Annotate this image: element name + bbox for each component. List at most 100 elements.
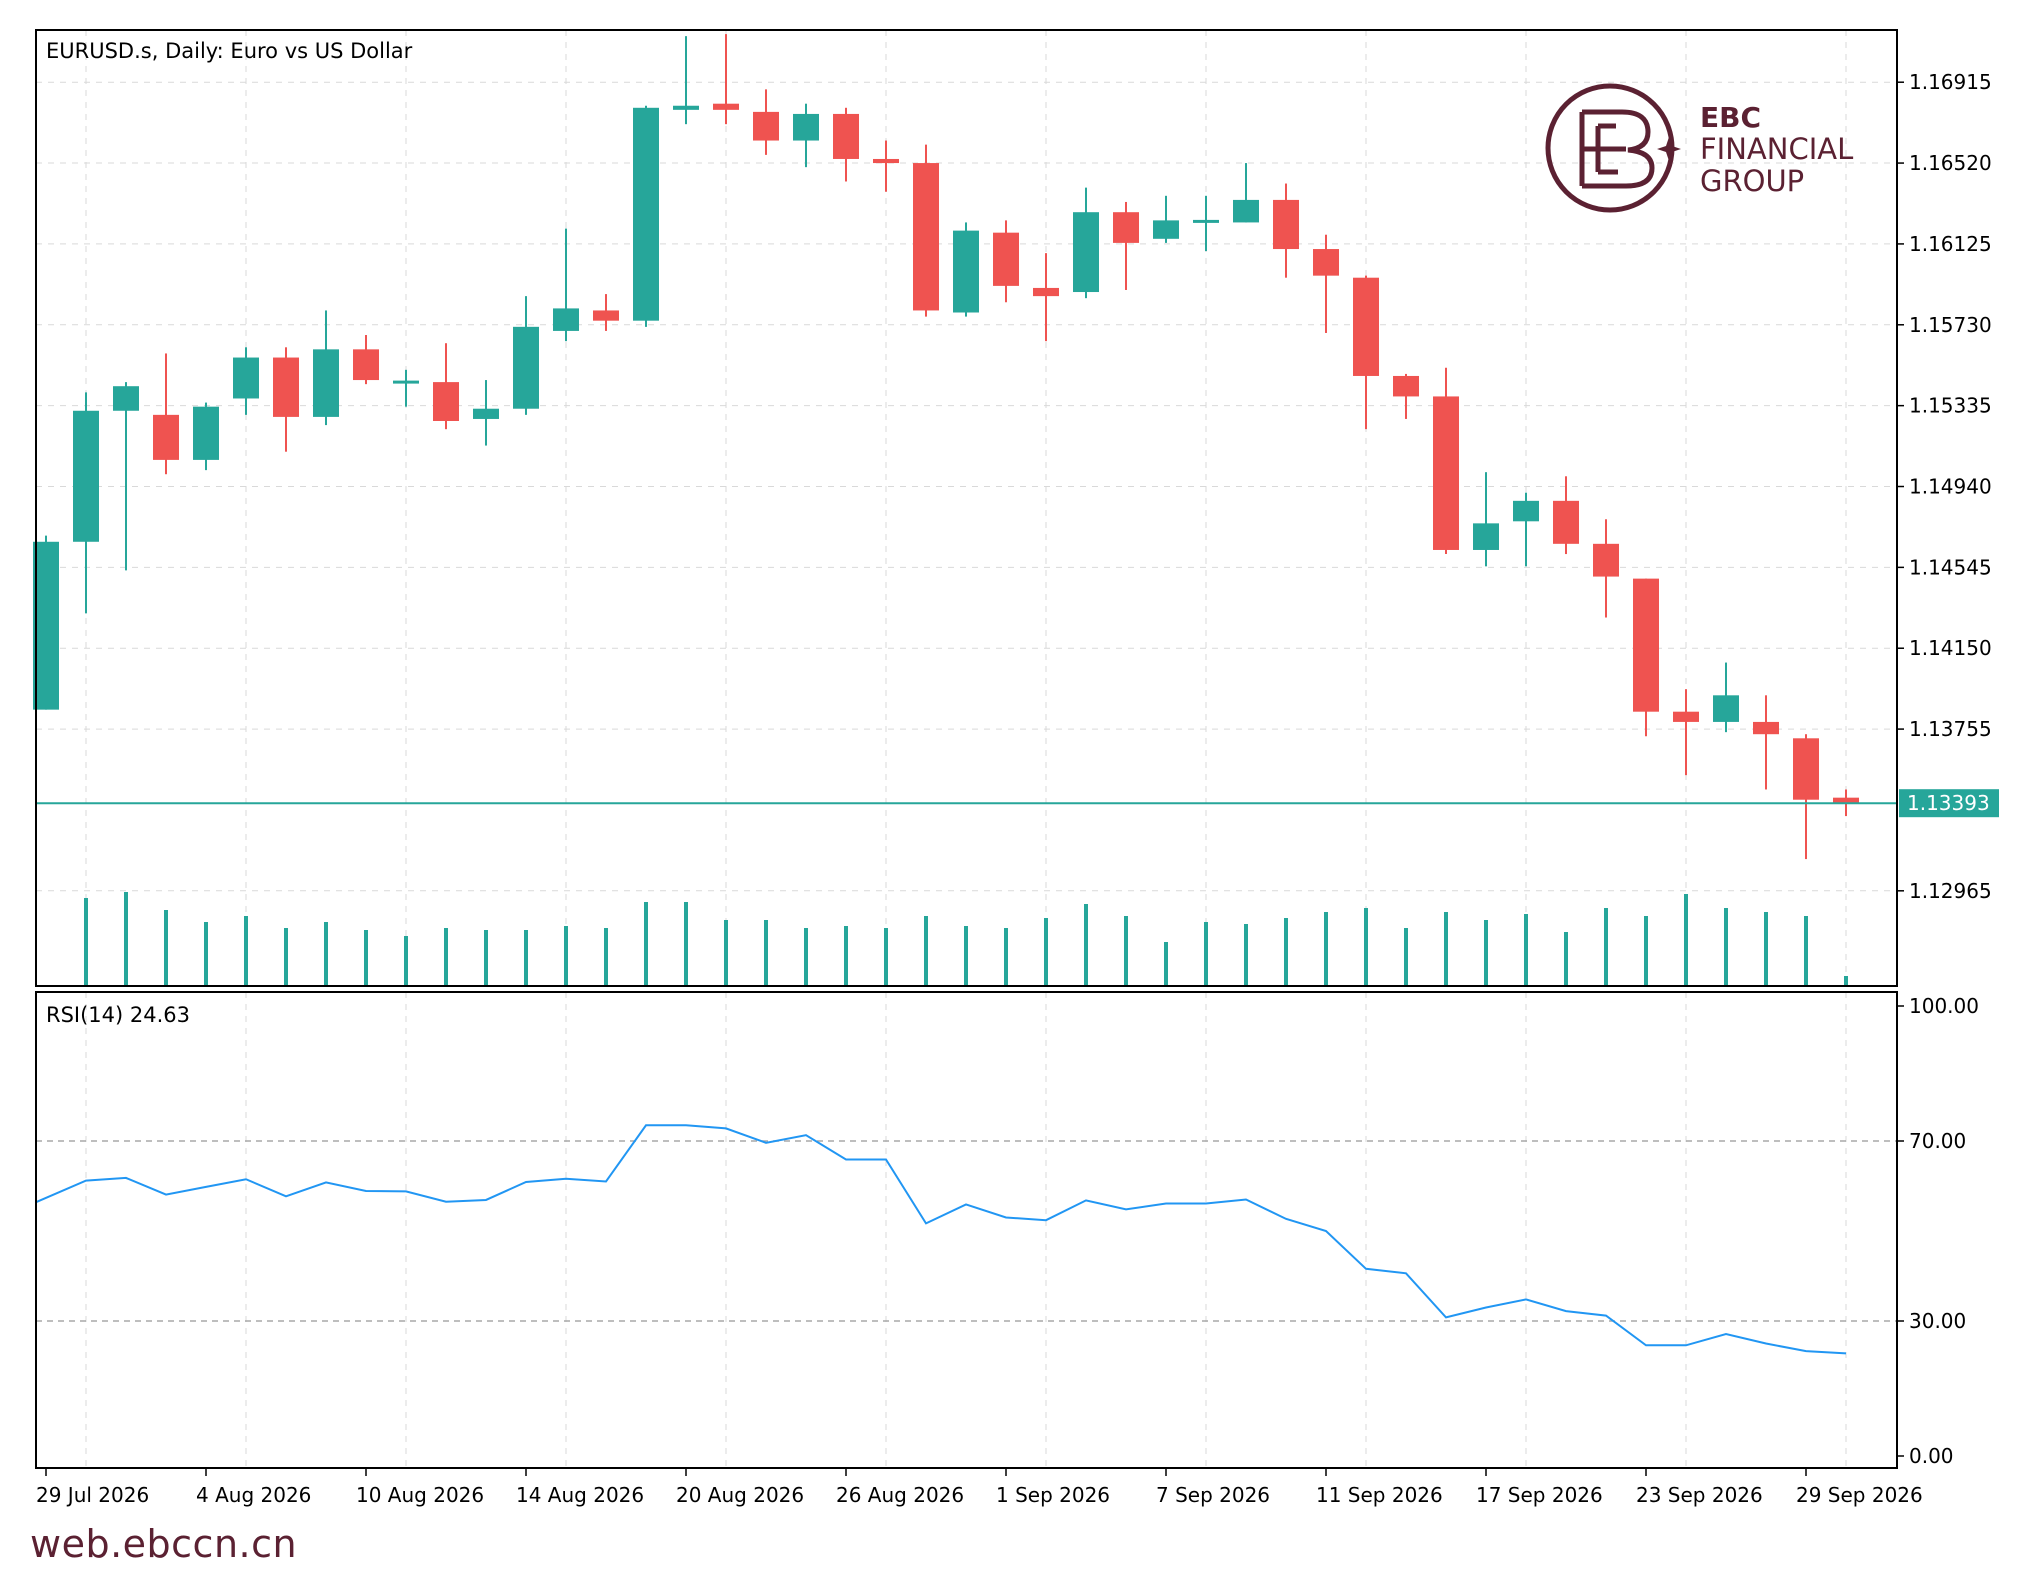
candle bbox=[1793, 734, 1819, 860]
volume-bar bbox=[164, 910, 168, 986]
candle-body bbox=[1673, 711, 1699, 722]
x-tick-label: 29 Sep 2026 bbox=[1796, 1483, 1923, 1507]
candle bbox=[953, 222, 979, 317]
candle-body bbox=[1473, 523, 1499, 550]
candle bbox=[833, 107, 859, 182]
candle-body bbox=[1193, 219, 1219, 223]
candle bbox=[113, 382, 139, 571]
candle-body bbox=[1513, 500, 1539, 522]
candle-body bbox=[1593, 543, 1619, 577]
brand-line2: FINANCIAL bbox=[1700, 132, 1853, 166]
x-tick-label: 29 Jul 2026 bbox=[36, 1483, 149, 1507]
chart-title: EURUSD.s, Daily: Euro vs US Dollar bbox=[46, 39, 413, 63]
candle-body bbox=[433, 382, 459, 421]
y-tick-label: 1.14940 bbox=[1909, 475, 1992, 499]
volume-bar bbox=[324, 922, 328, 986]
main-panel-frame bbox=[35, 29, 1898, 987]
candle bbox=[1033, 253, 1059, 342]
candle-body bbox=[1793, 738, 1819, 800]
volume-bar bbox=[964, 926, 968, 986]
volume-bar bbox=[1644, 916, 1648, 986]
candle bbox=[233, 347, 259, 415]
volume-bar bbox=[84, 898, 88, 986]
candle bbox=[433, 343, 459, 430]
candle-body bbox=[793, 113, 819, 141]
candle bbox=[1153, 195, 1179, 243]
rsi-title: RSI(14) 24.63 bbox=[46, 1003, 190, 1027]
y-tick-label: 1.13755 bbox=[1909, 717, 1992, 741]
y-tick-label: 1.15335 bbox=[1909, 394, 1992, 418]
volume-bar bbox=[764, 920, 768, 986]
volume-bar bbox=[1364, 908, 1368, 986]
volume-bar bbox=[1804, 916, 1808, 986]
volume-bar bbox=[1124, 916, 1128, 986]
x-tick-label: 4 Aug 2026 bbox=[196, 1483, 311, 1507]
candle bbox=[73, 392, 99, 614]
candle-body bbox=[633, 107, 659, 321]
candle bbox=[913, 144, 939, 317]
candle bbox=[1553, 476, 1579, 555]
candle bbox=[1433, 367, 1459, 555]
volume-bar bbox=[804, 928, 808, 986]
candle-body bbox=[73, 410, 99, 542]
x-tick-label: 23 Sep 2026 bbox=[1636, 1483, 1763, 1507]
x-tick-label: 1 Sep 2026 bbox=[996, 1483, 1110, 1507]
rsi-tick-label: 30.00 bbox=[1909, 1309, 1966, 1333]
candle-body bbox=[593, 310, 619, 321]
rsi-series bbox=[35, 1124, 1847, 1355]
candle bbox=[1313, 234, 1339, 333]
candle-body bbox=[393, 380, 419, 384]
candle bbox=[553, 228, 579, 342]
volume-bar bbox=[404, 936, 408, 986]
current-price-label: 1.13393 bbox=[1907, 791, 1990, 815]
volume-bar bbox=[364, 930, 368, 986]
candle bbox=[673, 36, 699, 125]
x-tick-label: 7 Sep 2026 bbox=[1156, 1483, 1270, 1507]
candle bbox=[1273, 183, 1299, 278]
candle bbox=[193, 402, 219, 471]
candle-body bbox=[193, 406, 219, 460]
volume-bar bbox=[844, 926, 848, 986]
candle bbox=[1193, 195, 1219, 252]
candle bbox=[593, 294, 619, 331]
volume-bar bbox=[1764, 912, 1768, 986]
candle bbox=[993, 220, 1019, 303]
y-tick-label: 1.15730 bbox=[1909, 313, 1992, 337]
candle-body bbox=[473, 408, 499, 419]
brand-logo: EBC FINANCIAL GROUP bbox=[1545, 83, 1853, 213]
volume-bar bbox=[724, 920, 728, 986]
volume-bar bbox=[484, 930, 488, 986]
volume-bar bbox=[1604, 908, 1608, 986]
volume-bar bbox=[924, 916, 928, 986]
candle bbox=[1713, 662, 1739, 733]
candle bbox=[353, 335, 379, 385]
candle bbox=[153, 353, 179, 475]
candle bbox=[1353, 275, 1379, 430]
candle-body bbox=[873, 158, 899, 164]
rsi-tick-label: 0.00 bbox=[1909, 1444, 1954, 1468]
volume-bar bbox=[684, 902, 688, 986]
candle bbox=[273, 347, 299, 452]
volume-bar bbox=[1044, 918, 1048, 986]
y-tick-label: 1.12965 bbox=[1909, 879, 1992, 903]
candle bbox=[793, 103, 819, 168]
current-price-badge bbox=[1899, 789, 1999, 818]
footer-url: web.ebccn.cn bbox=[30, 1522, 298, 1566]
candle-body bbox=[513, 326, 539, 409]
brand-line3: GROUP bbox=[1700, 164, 1804, 198]
sparkle-icon bbox=[1657, 137, 1681, 161]
x-tick-label: 11 Sep 2026 bbox=[1316, 1483, 1443, 1507]
volume-bar bbox=[124, 892, 128, 986]
volume-bar bbox=[1484, 920, 1488, 986]
y-tick-label: 1.16915 bbox=[1909, 70, 1992, 94]
candles bbox=[33, 34, 1859, 860]
candle bbox=[313, 310, 339, 426]
volume-bar bbox=[284, 928, 288, 986]
candle-body bbox=[993, 232, 1019, 286]
candle bbox=[1633, 578, 1659, 737]
volume-bar bbox=[1564, 932, 1568, 986]
rsi-panel-frame bbox=[35, 991, 1898, 1469]
volume-bar bbox=[1164, 942, 1168, 986]
rsi-line bbox=[35, 1124, 1847, 1355]
